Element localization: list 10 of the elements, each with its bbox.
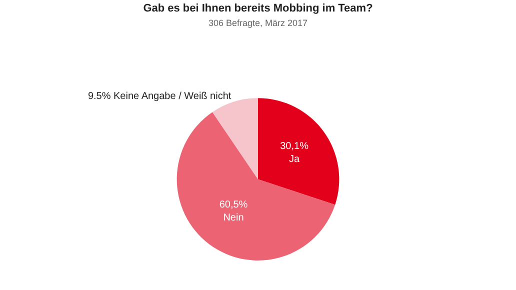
slice-label: 9.5% Keine Angabe / Weiß nicht	[88, 91, 232, 102]
pie-slice	[258, 98, 340, 205]
chart-title: Gab es bei Ihnen bereits Mobbing im Team?	[143, 2, 374, 15]
pie-slice	[176, 112, 336, 260]
data-label: 30,1%	[280, 141, 309, 152]
data-label: 60,5%	[219, 200, 248, 211]
slice-label: Ja	[289, 154, 300, 166]
chart-subtitle: 306 Befragte, März 2017	[208, 18, 308, 28]
pie-slice	[212, 98, 258, 180]
slice-label: Nein	[223, 212, 244, 224]
